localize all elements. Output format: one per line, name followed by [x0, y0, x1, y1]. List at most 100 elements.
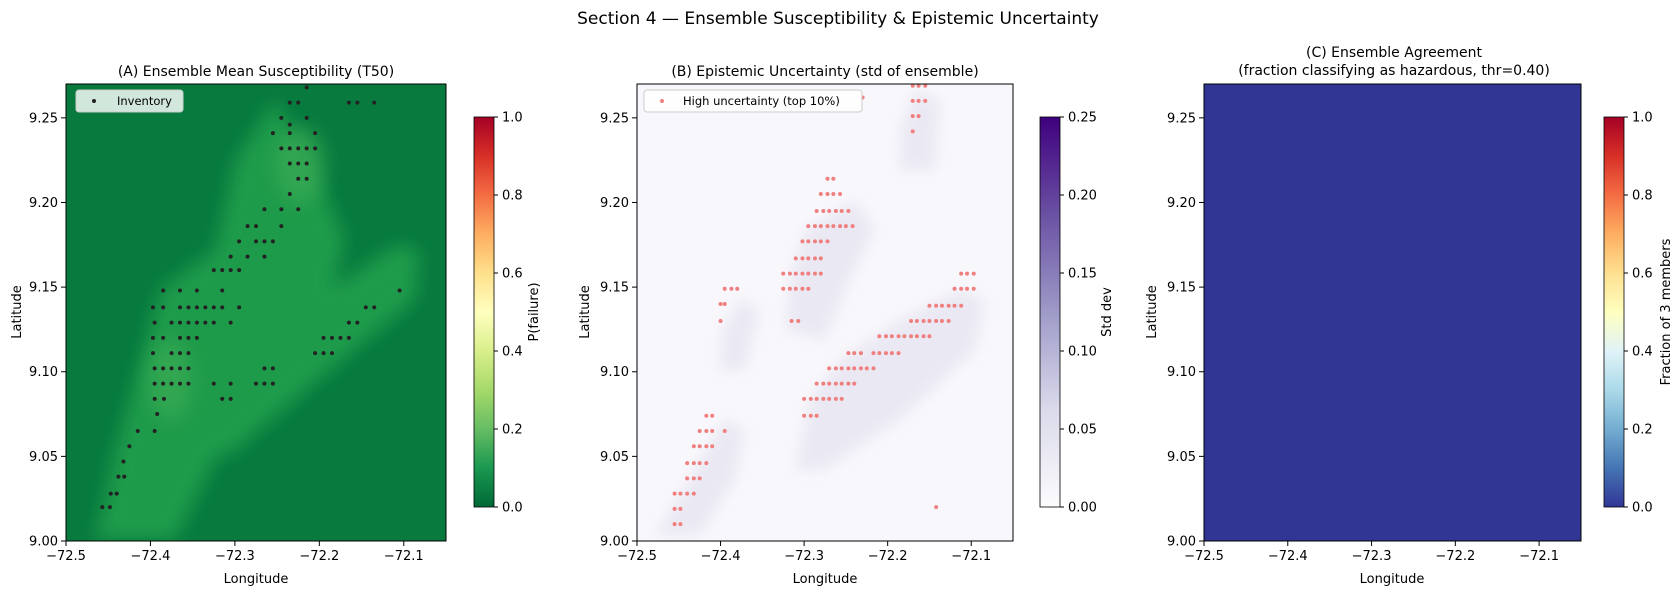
inventory-point [211, 305, 216, 310]
panel-c-colorbar: 0.0 0.2 0.4 0.6 0.8 1.0 Fraction of 3 members [1603, 111, 1674, 516]
high-uncertainty-point [710, 444, 715, 449]
inventory-point [372, 305, 377, 310]
high-uncertainty-point [939, 303, 944, 308]
colorbar-tick-label: 0.4 [502, 345, 523, 360]
inventory-point [254, 239, 258, 244]
high-uncertainty-point [923, 84, 928, 88]
y-tick-label: 9.25 [1167, 111, 1196, 126]
panel-a-ylabel: Latitude [10, 285, 25, 339]
inventory-point [304, 115, 309, 120]
high-uncertainty-point [787, 271, 792, 276]
high-uncertainty-point [729, 286, 734, 291]
high-uncertainty-point [697, 428, 702, 433]
high-uncertainty-point [946, 318, 951, 323]
inventory-point [152, 428, 157, 433]
high-uncertainty-point [858, 351, 863, 356]
panel-c-title-line1: (C) Ensemble Agreement [1306, 45, 1483, 61]
inventory-point [178, 288, 182, 293]
inventory-point [296, 146, 301, 151]
high-uncertainty-point [781, 286, 786, 291]
high-uncertainty-point [802, 396, 807, 401]
inventory-point [304, 176, 309, 181]
inventory-point [127, 444, 132, 449]
inventory-point [296, 100, 301, 105]
high-uncertainty-point [800, 239, 805, 244]
high-uncertainty-point [793, 271, 798, 276]
inventory-point [116, 474, 121, 479]
x-tick-label: −72.3 [1352, 549, 1392, 564]
high-uncertainty-point [818, 239, 823, 244]
inventory-point [245, 224, 250, 229]
inventory-point [228, 320, 233, 325]
inventory-point [313, 131, 318, 136]
inventory-point [237, 239, 242, 244]
high-uncertainty-point [889, 351, 894, 356]
inventory-point [262, 239, 267, 244]
y-tick-label: 9.20 [600, 196, 629, 211]
inventory-point [152, 320, 157, 325]
y-tick-label: 9.10 [1167, 365, 1196, 380]
panel-c-plot-frame [1203, 83, 1582, 542]
figure-suptitle: Section 4 — Ensemble Susceptibility & Ep… [577, 9, 1099, 29]
panel-c-xlabel: Longitude [1360, 572, 1425, 587]
panel-a-legend-label: Inventory [117, 94, 172, 108]
inventory-point [287, 100, 292, 105]
inventory-point [296, 207, 301, 212]
high-uncertainty-point [793, 256, 798, 261]
inventory-point [100, 505, 105, 510]
inventory-point [186, 366, 191, 371]
y-tick-label: 9.05 [1167, 450, 1196, 465]
x-tick-label: −72.1 [951, 549, 991, 564]
colorbar-tick-label: 0.0 [502, 501, 523, 516]
panel-a-inventory-points [100, 85, 402, 510]
high-uncertainty-point [697, 461, 702, 466]
panel-b-legend-label: High uncertainty (top 10%) [683, 94, 840, 108]
high-uncertainty-point [704, 413, 709, 418]
y-tick-label: 9.15 [1167, 281, 1196, 296]
panel-c: (C) Ensemble Agreement (fraction classif… [1145, 45, 1674, 587]
high-uncertainty-point [710, 413, 715, 418]
inventory-point [152, 396, 157, 401]
high-uncertainty-point [952, 286, 957, 291]
y-tick-label: 9.00 [1167, 535, 1196, 550]
high-uncertainty-point [672, 506, 677, 511]
inventory-point [220, 288, 225, 293]
high-uncertainty-point [697, 444, 702, 449]
inventory-point [178, 305, 182, 310]
panel-b: (B) Epistemic Uncertainty (std of ensemb… [578, 64, 1115, 587]
x-tick-label: −72.3 [784, 549, 824, 564]
inventory-point [254, 381, 258, 386]
high-uncertainty-point [806, 224, 811, 229]
colorbar-tick-label: 1.0 [1632, 111, 1653, 126]
y-tick-label: 9.00 [600, 535, 629, 550]
high-uncertainty-point [896, 334, 901, 339]
inventory-point [169, 366, 174, 371]
inventory-point [194, 335, 199, 340]
panel-b-uncertainty-bands [655, 90, 985, 535]
inventory-point [161, 305, 166, 310]
inventory-point [228, 268, 233, 273]
high-uncertainty-point [850, 224, 855, 229]
high-uncertainty-point [839, 381, 844, 386]
colorbar-tick-label: 1.0 [502, 111, 523, 126]
inventory-point [178, 335, 182, 340]
inventory-point [228, 396, 233, 401]
inventory-point [330, 335, 334, 340]
high-uncertainty-point [902, 334, 907, 339]
high-uncertainty-point [877, 334, 882, 339]
inventory-point [220, 396, 225, 401]
high-uncertainty-point [852, 351, 857, 356]
inventory-point [287, 122, 292, 127]
inventory-point [186, 381, 191, 386]
high-uncertainty-point [704, 428, 709, 433]
inventory-point [186, 351, 191, 356]
high-uncertainty-point [971, 271, 976, 276]
high-uncertainty-point [825, 224, 830, 229]
high-uncertainty-point [825, 176, 830, 181]
high-uncertainty-point [818, 271, 823, 276]
inventory-point [287, 161, 292, 166]
high-uncertainty-point [952, 303, 957, 308]
colorbar-tick-label: 0.05 [1068, 423, 1097, 438]
high-uncertainty-point [685, 491, 690, 496]
